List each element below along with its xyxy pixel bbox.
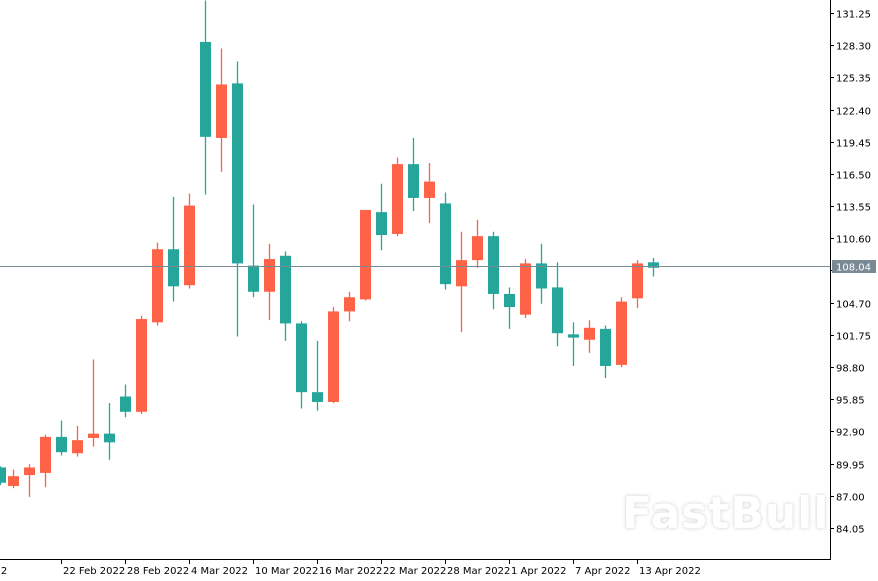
y-tick-label: 101.75 xyxy=(836,332,871,343)
y-tick-label: 87.00 xyxy=(836,493,865,504)
candle xyxy=(424,163,435,224)
candle xyxy=(488,231,499,310)
x-tick-label: 22 Mar 2022 xyxy=(383,566,446,577)
candle xyxy=(600,325,611,378)
y-tick-label: 128.30 xyxy=(836,42,871,53)
y-tick-label: 125.35 xyxy=(836,74,871,85)
candle xyxy=(360,209,371,301)
x-tick-label: 16 Feb 2022 xyxy=(0,566,7,577)
current-price-label: 108.04 xyxy=(832,260,876,274)
candle xyxy=(568,322,579,366)
y-tick-label: 89.95 xyxy=(836,461,865,472)
y-tick-label: 92.90 xyxy=(836,428,865,439)
candle xyxy=(200,0,211,195)
candle xyxy=(120,384,131,418)
candle xyxy=(56,420,67,456)
candle xyxy=(8,469,19,489)
x-tick-label: 16 Mar 2022 xyxy=(319,566,382,577)
candle xyxy=(648,257,659,277)
candle xyxy=(344,291,355,322)
candle xyxy=(456,231,467,333)
y-tick-label: 98.80 xyxy=(836,364,865,375)
x-tick-label: 7 Apr 2022 xyxy=(575,566,630,577)
candle xyxy=(232,61,243,337)
candles-group xyxy=(0,0,659,497)
candle xyxy=(616,297,627,368)
candle xyxy=(504,287,515,329)
y-tick-label: 104.70 xyxy=(836,300,871,311)
candle xyxy=(440,192,451,290)
x-tick-label: 22 Feb 2022 xyxy=(63,566,125,577)
y-tick-label: 113.55 xyxy=(836,203,871,214)
y-tick-label: 122.40 xyxy=(836,107,871,118)
candle xyxy=(296,321,307,409)
x-tick-label: 28 Feb 2022 xyxy=(127,566,189,577)
candle xyxy=(328,307,339,404)
candle xyxy=(104,403,115,460)
candle xyxy=(136,315,147,414)
x-tick-label: 1 Apr 2022 xyxy=(511,566,566,577)
x-tick-label: 4 Mar 2022 xyxy=(191,566,248,577)
candle xyxy=(248,204,259,298)
candle xyxy=(392,157,403,237)
y-tick-label: 119.45 xyxy=(836,139,871,150)
candle xyxy=(584,320,595,353)
candle xyxy=(520,259,531,318)
y-axis-ticks: 131.25 128.30 125.35 122.40 119.45 116.50 113.… xyxy=(830,10,871,536)
x-tick-label: 10 Mar 2022 xyxy=(255,566,318,577)
candle xyxy=(40,434,51,488)
x-tick-label: 13 Apr 2022 xyxy=(639,566,701,577)
candle xyxy=(376,183,387,251)
y-tick-label: 95.85 xyxy=(836,396,865,407)
y-tick-label: 84.05 xyxy=(836,525,865,536)
candle xyxy=(24,464,35,497)
watermark-logo: FastBull xyxy=(622,488,830,539)
x-tick-label: 28 Mar 2022 xyxy=(447,566,510,577)
candle xyxy=(264,243,275,321)
candle xyxy=(216,48,227,172)
candle xyxy=(0,466,6,485)
candle xyxy=(72,425,83,457)
candle xyxy=(536,243,547,304)
candle xyxy=(632,260,643,309)
y-tick-label: 131.25 xyxy=(836,10,871,21)
candle xyxy=(552,262,563,347)
candle xyxy=(472,219,483,268)
current-price-value: 108.04 xyxy=(836,263,871,274)
candle xyxy=(168,196,179,302)
y-tick-label: 110.60 xyxy=(836,235,871,246)
candle xyxy=(88,359,99,447)
candle xyxy=(312,340,323,411)
y-tick-label: 116.50 xyxy=(836,171,871,182)
candle xyxy=(184,193,195,289)
candle xyxy=(152,242,163,326)
candle xyxy=(280,251,291,341)
candle xyxy=(408,137,419,212)
